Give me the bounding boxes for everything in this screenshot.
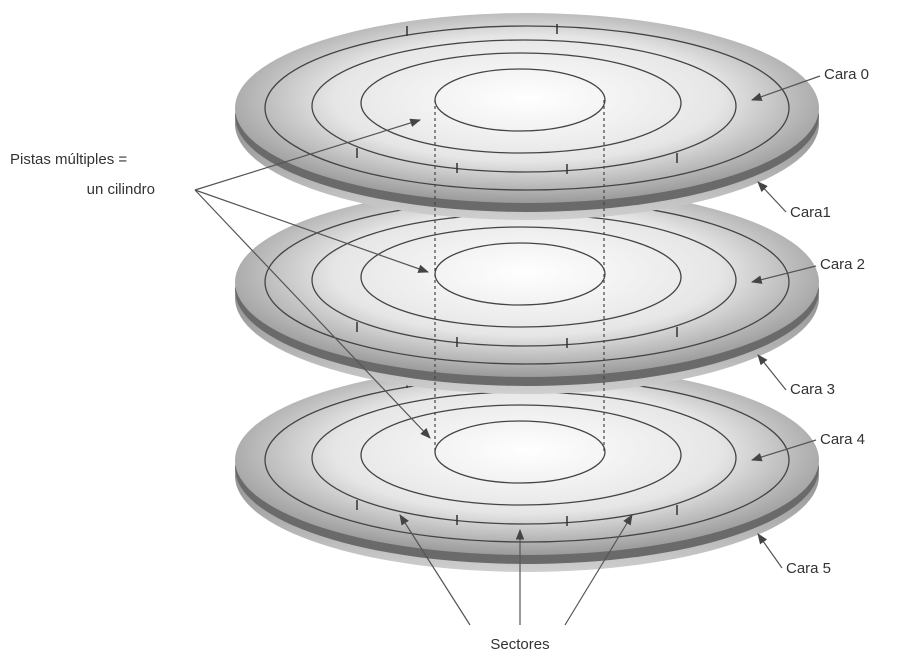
platter-top xyxy=(234,12,820,221)
face-label: Cara 2 xyxy=(820,256,865,273)
face-label: Cara 4 xyxy=(820,431,865,448)
cylinder-lines xyxy=(434,100,605,452)
cylinder-label: un cilindro xyxy=(87,181,155,198)
face-leaders xyxy=(750,75,821,569)
platter-bottom xyxy=(234,364,820,573)
cylinder-label: Pistas múltiples = xyxy=(10,151,127,168)
sector-arrows xyxy=(399,514,633,626)
sectors-label: Sectores xyxy=(490,636,549,653)
cylinder-arrows xyxy=(194,118,431,439)
face-label: Cara1 xyxy=(790,204,831,221)
face-label: Cara 3 xyxy=(790,381,835,398)
face-label: Cara 0 xyxy=(824,66,869,83)
face-label: Cara 5 xyxy=(786,560,831,577)
